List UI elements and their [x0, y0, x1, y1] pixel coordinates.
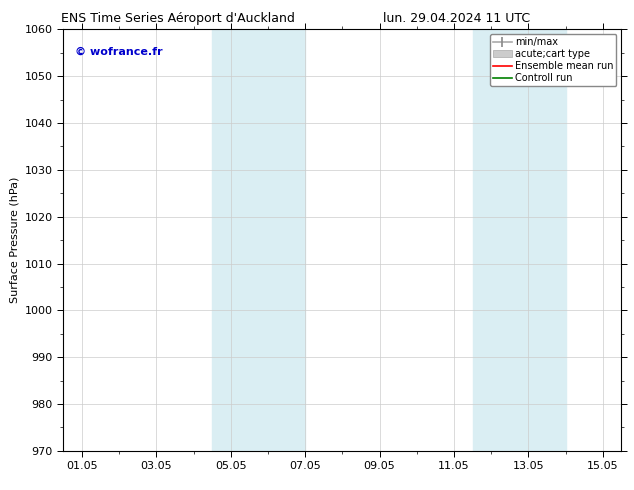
Bar	[268, 29, 305, 451]
Text: lun. 29.04.2024 11 UTC: lun. 29.04.2024 11 UTC	[383, 12, 530, 25]
Text: © wofrance.fr: © wofrance.fr	[75, 46, 162, 56]
Y-axis label: Surface Pressure (hPa): Surface Pressure (hPa)	[10, 177, 19, 303]
Bar	[472, 29, 528, 451]
Text: ENS Time Series Aéroport d'Auckland: ENS Time Series Aéroport d'Auckland	[61, 12, 294, 25]
Bar	[528, 29, 566, 451]
Legend: min/max, acute;cart type, Ensemble mean run, Controll run: min/max, acute;cart type, Ensemble mean …	[489, 34, 616, 86]
Bar	[212, 29, 268, 451]
